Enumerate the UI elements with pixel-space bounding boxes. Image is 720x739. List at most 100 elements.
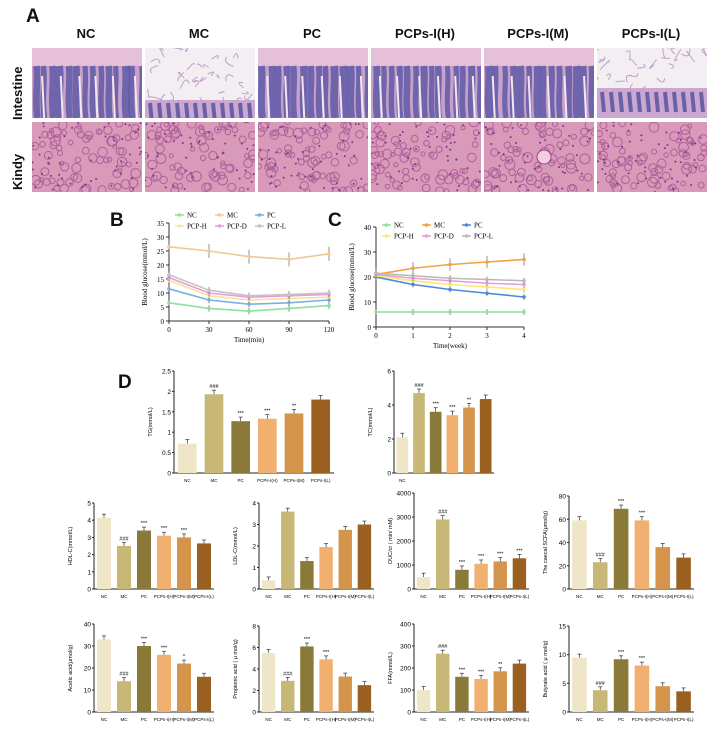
bar-0 [416,690,431,712]
nucleus-dot [466,167,469,170]
nucleus-dot [587,129,590,132]
y-tick-label: 1 [167,430,171,437]
category-label: NC [399,478,406,483]
nucleus-dot [56,184,59,187]
data-point-NC [522,310,526,314]
nucleus-dot [616,182,619,185]
nucleus-dot [266,126,269,129]
nucleus-dot [189,136,192,139]
nucleus-dot [603,161,606,164]
bar-3 [634,520,650,589]
nucleus-dot [252,173,255,176]
y-tick-label: 2 [87,552,91,559]
nucleus-dot [244,169,247,172]
tubule-ring [156,126,163,133]
nucleus-dot [414,163,417,166]
nucleus-dot [279,126,282,129]
category-label: NC [265,594,272,599]
x-tick-label: 0 [167,326,171,334]
tubule-ring [76,130,85,139]
nucleus-dot [539,141,542,144]
category-label: PCPs-I(M) [490,594,511,599]
tubule-ring [56,178,65,187]
data-point-PCP-L [207,288,211,292]
nucleus-dot [384,135,387,138]
y-tick-label: 0 [87,587,91,594]
crypt-stroke [515,65,525,118]
nucleus-dot [449,142,452,145]
category-label: MC [597,594,605,599]
fiber-stroke [241,90,249,95]
bar-1 [281,680,295,712]
nucleus-dot [527,189,530,192]
category-label: PCPs-I(H) [471,594,492,599]
tubule-ring [208,150,218,161]
legend-label-PCP-L: PCP-L [474,233,493,241]
fiber-stroke [150,58,161,64]
y-tick-label: 2000 [397,539,412,546]
tubule-ring [258,149,269,160]
tubule-ring [43,150,53,160]
legend-marker-MC [424,223,429,227]
crypt-stroke [645,91,651,113]
significance-mark: ** [292,403,297,409]
data-point-NC [374,310,378,314]
tubule-ring [651,148,658,155]
fiber-stroke [207,71,215,77]
nucleus-dot [246,122,249,124]
nucleus-dot [399,139,402,142]
tubule-ring [60,162,70,172]
crypt-stroke [105,65,113,118]
nucleus-dot [275,151,278,154]
lumen-stroke [454,75,459,118]
tubule-ring [169,164,176,171]
data-point-PCP-H [522,287,526,292]
bar-4 [338,676,352,712]
significance-mark: *** [181,528,188,534]
crypt-stroke [388,65,396,118]
crypt-stroke [211,102,217,118]
nucleus-dot [448,172,451,175]
tubule-ring [462,178,470,186]
nucleus-dot [250,180,253,183]
nucleus-dot [598,152,601,155]
category-label: NC [576,717,583,722]
bar-3 [474,679,488,712]
tubule-ring [636,172,647,183]
fiber-stroke [191,76,198,83]
tubule-ring [159,175,168,185]
y-tick-label: 40 [364,224,372,232]
tubule-ring [41,130,49,139]
tissue-base [597,88,707,118]
nucleus-dot [95,177,98,180]
tubule-ring [412,163,421,172]
crypt-stroke [502,65,509,118]
fiber-stroke [224,56,235,68]
tubule-ring [499,154,507,161]
nucleus-dot [690,183,693,186]
category-label: MC [597,717,605,722]
tubule-ring [618,122,626,128]
nucleus-dot [407,157,410,160]
nucleus-dot [90,180,93,183]
crypt-stroke [184,102,190,118]
tubule-ring [373,163,385,175]
tubule-ring [373,122,380,126]
tubule-ring [342,122,352,131]
crypt-stroke [618,91,624,113]
nucleus-dot [270,181,273,184]
significance-mark: *** [161,526,168,532]
fiber-stroke [186,62,195,71]
bar-4 [655,686,671,712]
y-tick-label: 5 [562,681,566,688]
tubule-ring [269,129,280,140]
tubule-ring [584,122,594,131]
crypt-stroke [166,102,172,118]
tubule-ring [312,136,321,145]
tubule-ring [118,147,127,156]
nucleus-dot [252,144,255,147]
crypt-stroke [274,65,282,118]
nucleus-dot [627,129,630,132]
tubule-ring [488,167,498,177]
data-point-PC [448,287,452,292]
